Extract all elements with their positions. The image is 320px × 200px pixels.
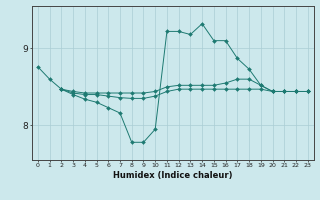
X-axis label: Humidex (Indice chaleur): Humidex (Indice chaleur) (113, 171, 233, 180)
